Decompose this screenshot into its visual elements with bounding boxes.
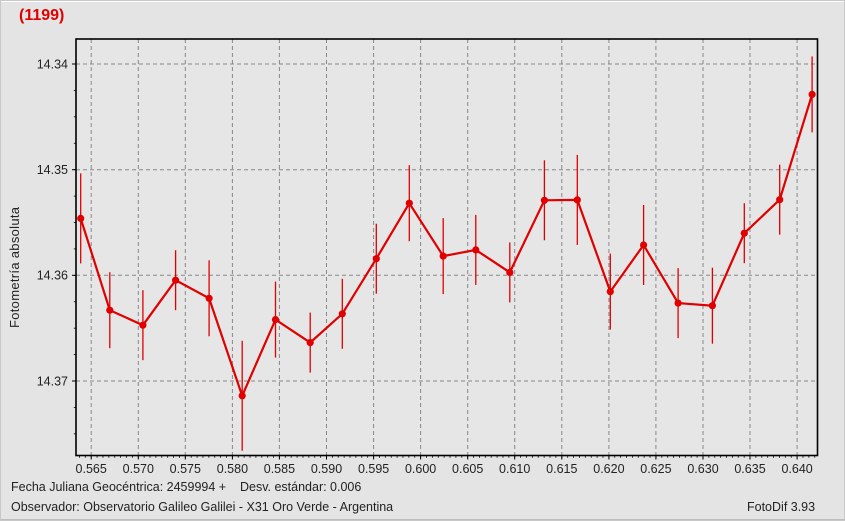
- svg-text:0.590: 0.590: [311, 462, 342, 476]
- svg-text:0.575: 0.575: [170, 462, 201, 476]
- svg-text:0.625: 0.625: [640, 462, 671, 476]
- svg-text:0.635: 0.635: [734, 462, 765, 476]
- svg-text:14.35: 14.35: [37, 163, 68, 177]
- svg-text:0.605: 0.605: [452, 462, 483, 476]
- svg-text:0.610: 0.610: [499, 462, 530, 476]
- svg-text:14.36: 14.36: [37, 269, 68, 283]
- svg-text:0.620: 0.620: [593, 462, 624, 476]
- svg-text:0.565: 0.565: [76, 462, 107, 476]
- svg-text:0.630: 0.630: [687, 462, 718, 476]
- svg-text:14.34: 14.34: [37, 57, 68, 71]
- svg-text:14.37: 14.37: [37, 374, 68, 388]
- svg-text:0.595: 0.595: [358, 462, 389, 476]
- svg-text:0.600: 0.600: [405, 462, 436, 476]
- svg-text:0.585: 0.585: [264, 462, 295, 476]
- svg-text:0.580: 0.580: [217, 462, 248, 476]
- svg-text:0.570: 0.570: [123, 462, 154, 476]
- svg-text:0.640: 0.640: [781, 462, 812, 476]
- svg-text:0.615: 0.615: [546, 462, 577, 476]
